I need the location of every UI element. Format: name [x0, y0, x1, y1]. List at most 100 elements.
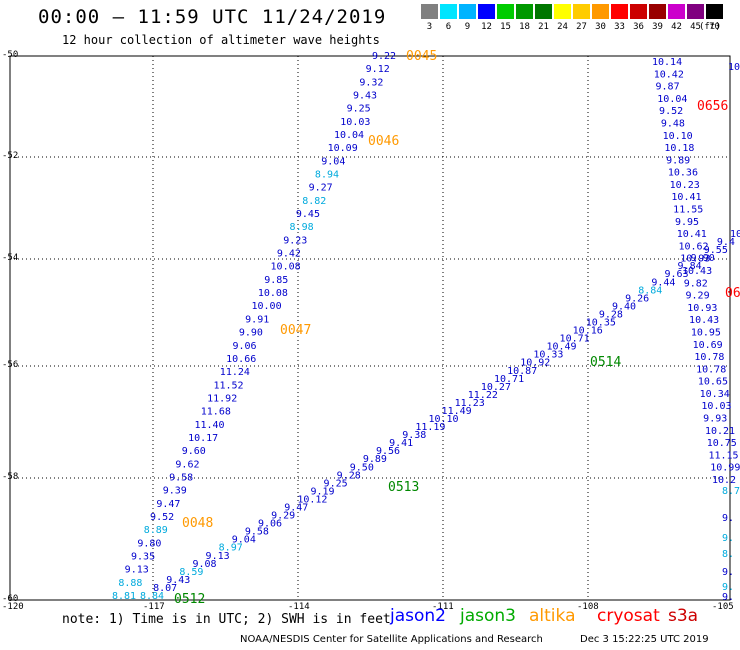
wave-height-value: 9.13 — [125, 565, 149, 576]
wave-height-value: 10.18 — [664, 143, 694, 154]
wave-height-value: 9.40 — [612, 301, 636, 312]
wave-height-value: 9.58 — [245, 527, 269, 538]
wave-height-value: 11.24 — [220, 367, 250, 378]
wave-height-value: 9.04 — [321, 156, 345, 167]
wave-height-value: 8.59 — [179, 567, 203, 578]
color-swatch — [516, 4, 533, 19]
color-swatch — [706, 4, 723, 19]
wave-height-value: 10.16 — [573, 326, 603, 337]
longitude-label: -117 — [143, 602, 165, 612]
color-level-label: 30 — [595, 22, 606, 32]
color-level-label: 39 — [652, 22, 663, 32]
wave-height-value: 8.88 — [118, 578, 142, 589]
wave-height-value: 10.42 — [654, 69, 684, 80]
wave-height-value: 10.78 — [694, 352, 724, 363]
color-level-label: 24 — [557, 22, 568, 32]
color-level-label: 27 — [576, 22, 587, 32]
color-swatch — [554, 4, 571, 19]
wave-height-value: 9.4 — [717, 237, 735, 248]
wave-height-value: 9.26 — [625, 293, 649, 304]
latitude-label: -54 — [2, 253, 19, 263]
wave-height-value: 8.81 — [112, 591, 136, 602]
footer-organization: NOAA/NESDIS Center for Satellite Applica… — [240, 634, 543, 645]
wave-height-value: 10.62 — [678, 241, 708, 252]
wave-height-value: 9.87 — [656, 82, 680, 93]
wave-height-value: 10.23 — [670, 180, 700, 191]
pass-time-label: 0047 — [280, 323, 311, 338]
pass-time-label: 0046 — [368, 134, 399, 149]
wave-height-value: 9.89 — [363, 454, 387, 465]
wave-height-value: 9.56 — [376, 446, 400, 457]
color-swatch — [573, 4, 590, 19]
units-note: note: 1) Time is in UTC; 2) SWH is in fe… — [62, 612, 391, 627]
wave-height-value: 8.97 — [219, 543, 243, 554]
pass-time-label: 0513 — [388, 480, 419, 495]
wave-height-value: 10.69 — [693, 340, 723, 351]
color-unit-label: (ft) — [699, 22, 721, 32]
color-swatch — [649, 4, 666, 19]
wave-height-value: 11.23 — [455, 398, 485, 409]
wave-height-value: 10.87 — [507, 366, 537, 377]
wave-height-value: 10 — [728, 62, 740, 73]
wave-height-value: 10.14 — [652, 57, 682, 68]
wave-height-value: 11.15 — [708, 450, 738, 461]
color-swatch — [687, 4, 704, 19]
wave-height-value: 10.66 — [226, 354, 256, 365]
wave-height-value: 9. — [722, 513, 734, 524]
wave-height-value: 10.92 — [520, 358, 550, 369]
pass-time-label: 0512 — [174, 592, 205, 607]
wave-height-value: 9.44 — [651, 277, 675, 288]
wave-height-value: 9.52 — [150, 512, 174, 523]
latitude-label: -52 — [2, 151, 19, 161]
wave-height-value: 11.52 — [213, 380, 243, 391]
pass-time-label: 06 — [725, 286, 740, 301]
page-title: 00:00 – 11:59 UTC 11/24/2019 — [38, 6, 387, 28]
wave-height-value: 9. — [722, 582, 734, 593]
wave-height-value: 10.75 — [707, 438, 737, 449]
wave-height-value: 10.65 — [698, 377, 728, 388]
color-level-label: 45 — [690, 22, 701, 32]
wave-height-value: 9.19 — [310, 486, 334, 497]
color-swatch — [421, 4, 438, 19]
wave-height-value: 9.55 — [704, 245, 728, 256]
wave-height-value: 9. — [722, 592, 734, 603]
footer-timestamp: Dec 3 15:22:25 UTC 2019 — [580, 634, 709, 645]
color-swatch — [535, 4, 552, 19]
color-level-label: 70 — [709, 22, 720, 32]
wave-height-value: 9.28 — [599, 309, 623, 320]
wave-height-value: 9.04 — [232, 535, 256, 546]
pass-time-label: 0656 — [697, 99, 728, 114]
wave-height-value: 9.58 — [169, 472, 193, 483]
longitude-label: -111 — [432, 602, 454, 612]
wave-height-value: 10.2 — [712, 475, 736, 486]
longitude-label: -114 — [288, 602, 310, 612]
wave-height-value: 10.78 — [696, 364, 726, 375]
wave-height-value: 8.82 — [302, 196, 326, 207]
wave-height-value: 8.89 — [144, 525, 168, 536]
wave-height-value: 9.22 — [372, 51, 396, 62]
wave-height-value: 11.22 — [468, 390, 498, 401]
wave-height-value: 10.09 — [328, 143, 358, 154]
color-level-label: 42 — [671, 22, 682, 32]
wave-height-value: 9.47 — [284, 503, 308, 514]
wave-height-value: 9.42 — [277, 249, 301, 260]
pass-time-label: 0048 — [182, 516, 213, 531]
wave-height-value: 10.03 — [340, 117, 370, 128]
wave-height-value: 10.17 — [188, 433, 218, 444]
wave-height-value: 9.80 — [137, 538, 161, 549]
wave-height-value: 9.38 — [402, 430, 426, 441]
page-subtitle: 12 hour collection of altimeter wave hei… — [62, 33, 380, 47]
wave-height-value: 11.68 — [201, 407, 231, 418]
wave-height-value: 9.43 — [166, 575, 190, 586]
wave-height-value: 9.50 — [350, 462, 374, 473]
wave-height-value: 9.27 — [309, 183, 333, 194]
wave-height-value: 9.25 — [347, 104, 371, 115]
wave-height-value: 9.43 — [353, 91, 377, 102]
wave-height-value: 9.06 — [232, 341, 256, 352]
color-swatch — [668, 4, 685, 19]
wave-height-value: 10 — [730, 229, 740, 240]
wave-height-value: 9.82 — [684, 278, 708, 289]
wave-height-value: 9.12 — [366, 64, 390, 75]
legend-jason3: jason3 — [460, 606, 516, 626]
longitude-label: -105 — [712, 602, 734, 612]
